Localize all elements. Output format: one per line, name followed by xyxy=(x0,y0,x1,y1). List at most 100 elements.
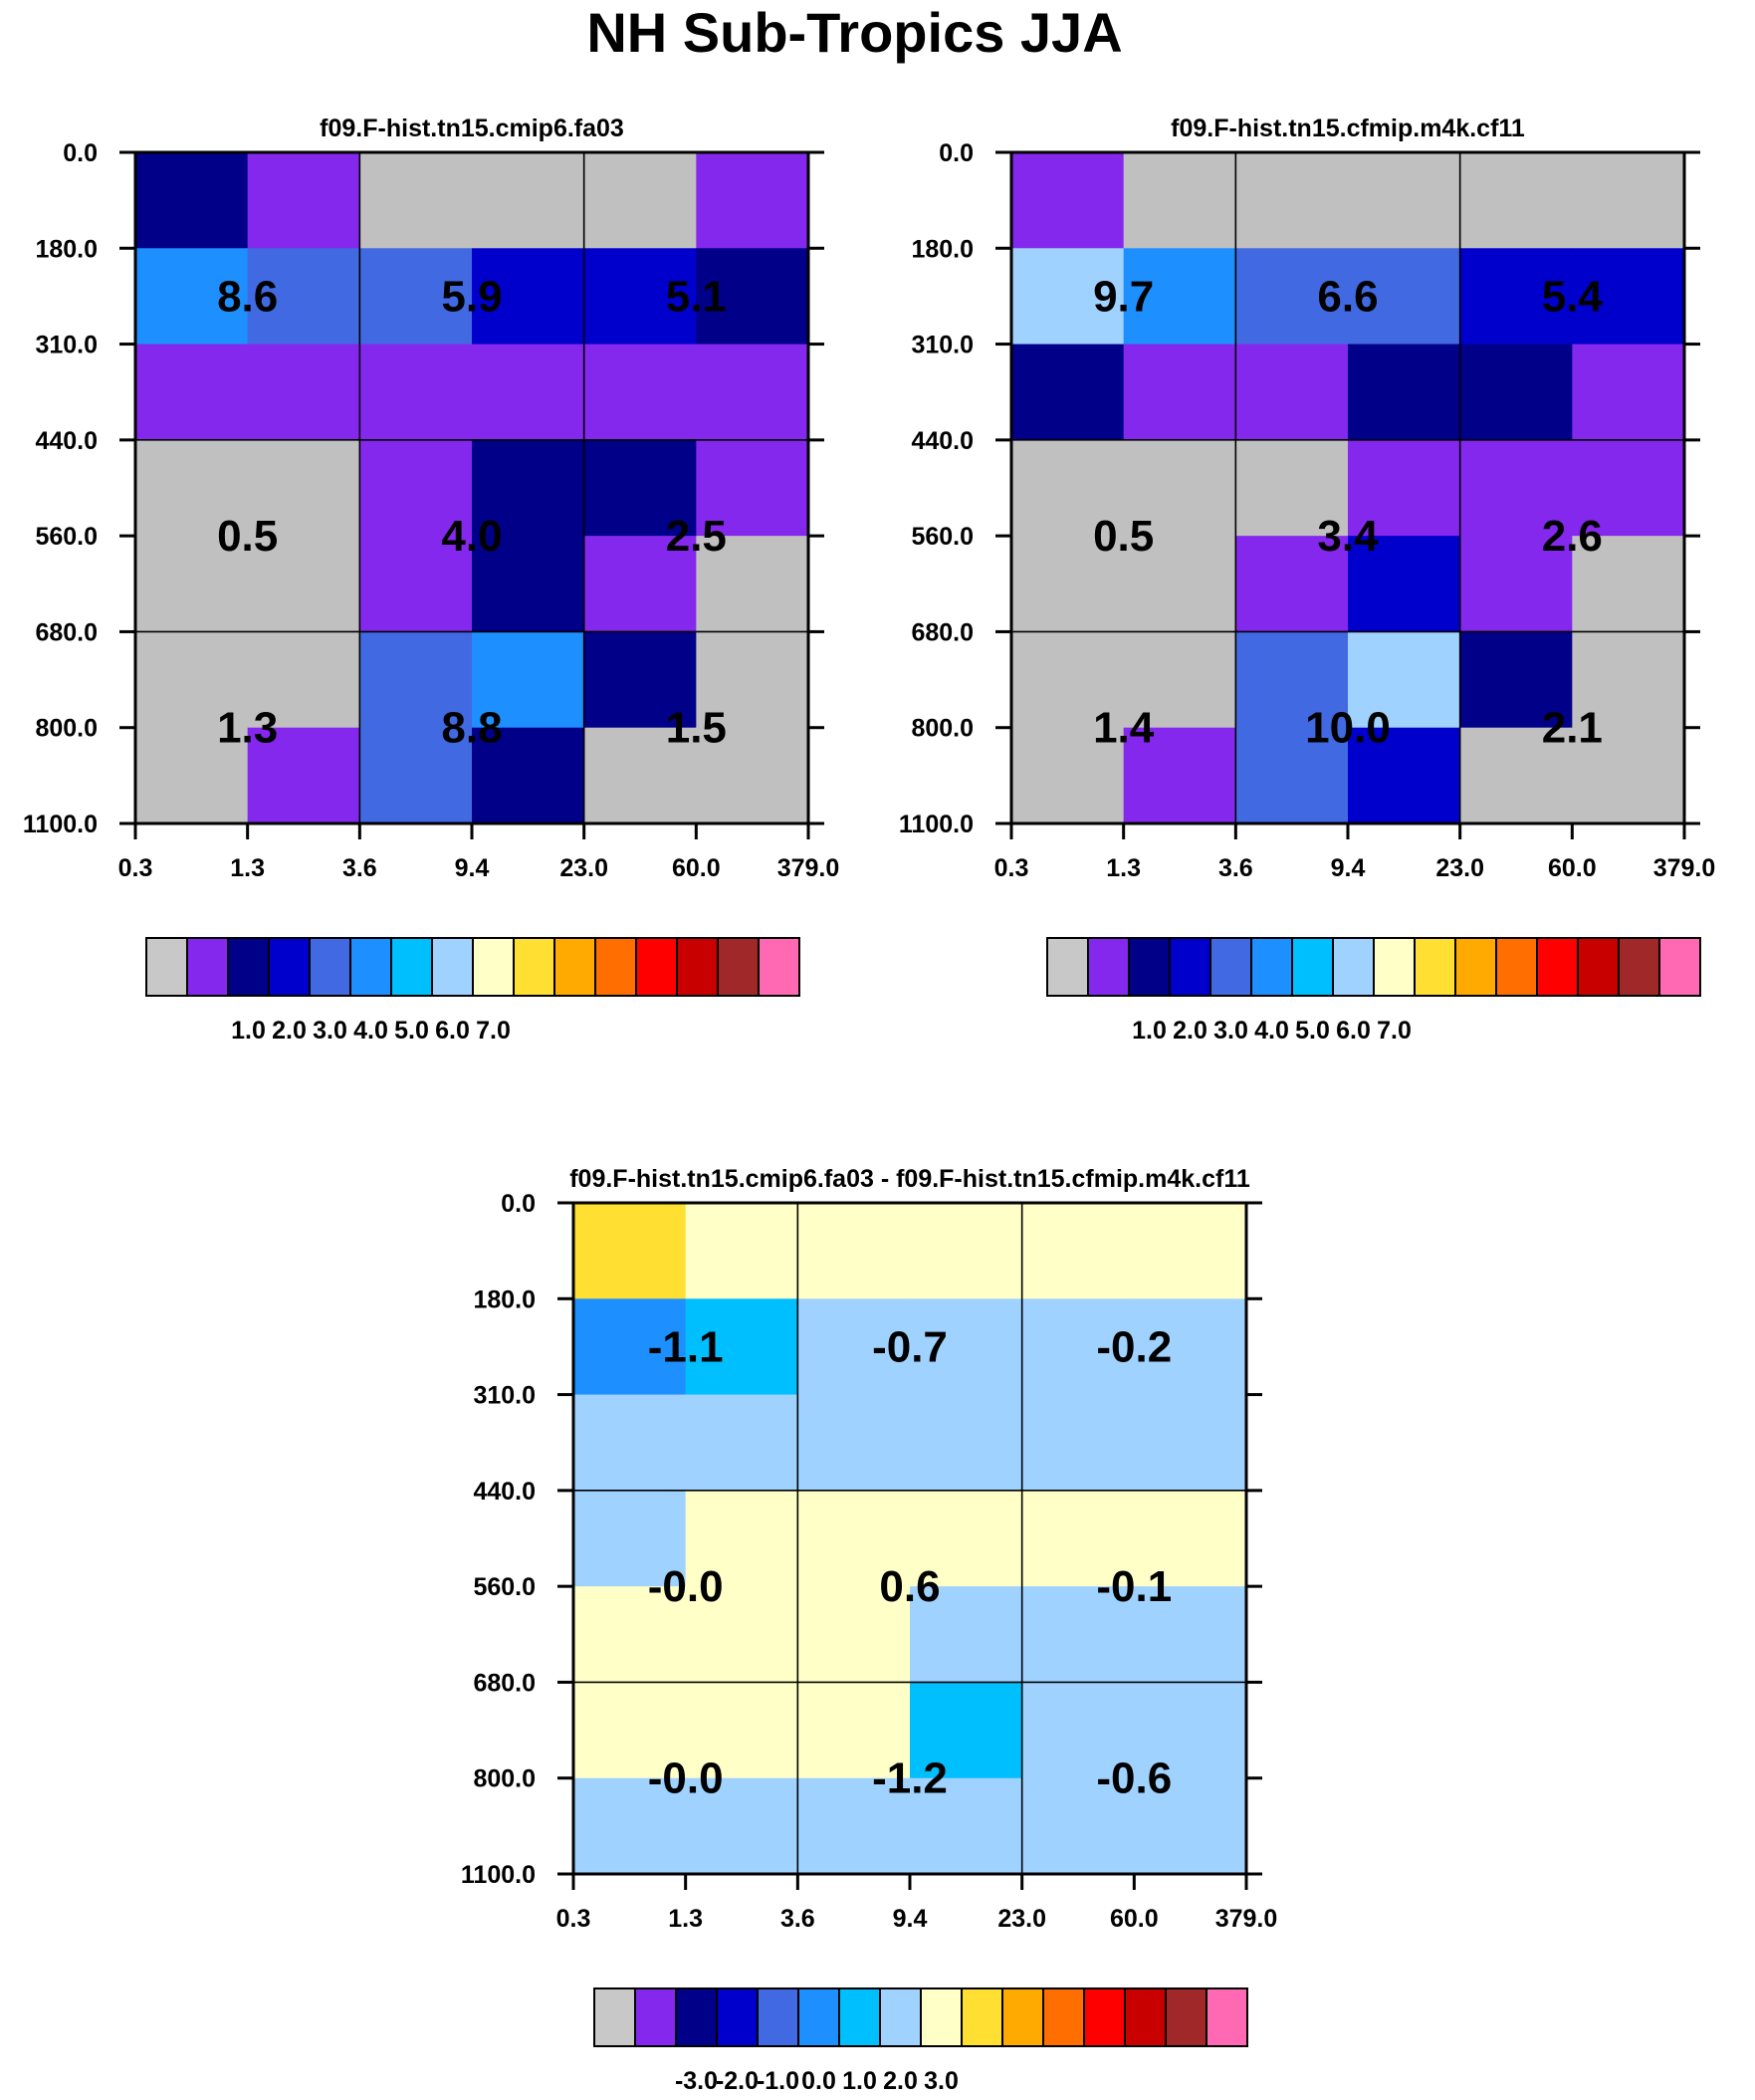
colorbar-swatch xyxy=(634,1987,677,2047)
heatmap-cell xyxy=(472,631,585,729)
heatmap-cell xyxy=(1123,248,1236,346)
heatmap-cell xyxy=(1459,439,1573,537)
heatmap-cell xyxy=(472,439,585,537)
colorbar-swatch xyxy=(1001,1987,1044,2047)
heatmap-cell xyxy=(1348,536,1461,633)
colorbar-label: 2.0 xyxy=(883,2067,918,2095)
heatmap-cell xyxy=(135,631,249,729)
heatmap-cell xyxy=(1348,631,1461,729)
y-tick-label: 680.0 xyxy=(911,618,974,646)
colorbar-label: 3.0 xyxy=(1213,1017,1248,1045)
colorbar-label: 1.0 xyxy=(1132,1017,1167,1045)
panel-title: f09.F-hist.tn15.cmip6.fa03 - f09.F-hist.… xyxy=(569,1165,1250,1193)
heatmap-cell xyxy=(797,1394,911,1492)
heatmap-cell xyxy=(583,344,697,441)
heatmap-cell xyxy=(910,1298,1023,1396)
heatmap-cell xyxy=(472,536,585,633)
box-value-label: 8.6 xyxy=(217,272,278,321)
y-tick-label: 1100.0 xyxy=(23,811,98,838)
colorbar-label: 2.0 xyxy=(272,1017,307,1045)
colorbar-swatch xyxy=(1332,937,1375,997)
colorbar-swatch xyxy=(1128,937,1171,997)
heatmap-cell xyxy=(797,1203,911,1299)
heatmap-cell xyxy=(696,344,809,441)
panel-title: f09.F-hist.tn15.cmip6.fa03 xyxy=(320,115,624,142)
colorbar-swatch xyxy=(431,937,474,997)
heatmap-cell xyxy=(1459,536,1573,633)
heatmap-cell xyxy=(1021,1682,1135,1779)
heatmap-cell xyxy=(696,727,809,824)
heatmap-cell xyxy=(685,1586,798,1684)
colorbar-swatch xyxy=(513,937,555,997)
x-tick-label: 379.0 xyxy=(777,854,840,882)
heatmap-cell xyxy=(1123,727,1236,824)
heatmap-cell xyxy=(1011,344,1125,441)
colorbar-label: 2.0 xyxy=(1173,1017,1207,1045)
colorbar-swatch xyxy=(1165,1987,1207,2047)
x-tick-label: 23.0 xyxy=(997,1905,1046,1933)
colorbar-swatch xyxy=(268,937,311,997)
y-tick-label: 310.0 xyxy=(473,1382,536,1410)
box-value-label: -0.0 xyxy=(648,1754,724,1803)
colorbar-swatch xyxy=(1414,937,1456,997)
page-title: NH Sub-Tropics JJA xyxy=(586,1,1123,64)
heatmap-cell xyxy=(583,631,697,729)
colorbar-swatch xyxy=(717,937,760,997)
colorbar-label: 6.0 xyxy=(435,1017,470,1045)
heatmap-cell xyxy=(797,1682,911,1779)
y-tick-label: 0.0 xyxy=(501,1190,536,1218)
y-tick-label: 0.0 xyxy=(939,139,974,167)
box-value-label: 5.9 xyxy=(441,272,502,321)
y-tick-label: 560.0 xyxy=(911,523,974,551)
colorbar-swatch xyxy=(961,1987,1003,2047)
colorbar-label: 3.0 xyxy=(924,2067,959,2095)
x-tick-label: 379.0 xyxy=(1653,854,1716,882)
box-value-label: 9.7 xyxy=(1093,272,1154,321)
heatmap-cell xyxy=(472,727,585,824)
heatmap-cell xyxy=(247,439,360,537)
colorbar-label: 5.0 xyxy=(1295,1017,1330,1045)
heatmap-cell xyxy=(135,152,249,249)
box-value-label: 3.4 xyxy=(1317,512,1379,561)
heatmap-panel-cmip6: f09.F-hist.tn15.cmip6.fa03 0.3 1.3 3.6 9.4 23… xyxy=(23,115,840,882)
heatmap-cell xyxy=(1459,344,1573,441)
heatmap-cell xyxy=(1134,1298,1247,1396)
heatmap-cell xyxy=(135,439,249,537)
heatmap-cell xyxy=(359,631,473,729)
colorbar-label: 1.0 xyxy=(842,2067,877,2095)
box-value-label: -1.2 xyxy=(872,1754,948,1803)
heatmap-cell xyxy=(573,1682,687,1779)
heatmap-cell xyxy=(1348,152,1461,249)
heatmap-cell xyxy=(1572,536,1685,633)
box-value-label: 0.6 xyxy=(879,1562,940,1611)
heatmap-cell xyxy=(910,1203,1023,1299)
x-tick-label: 9.4 xyxy=(893,1905,928,1933)
y-tick-label: 680.0 xyxy=(473,1669,536,1697)
colorbar-swatch xyxy=(1083,1987,1126,2047)
heatmap-cell xyxy=(1134,1682,1247,1779)
heatmap-cell xyxy=(1572,152,1685,249)
heatmap-cell xyxy=(910,1682,1023,1779)
x-tick-label: 1.3 xyxy=(230,854,265,882)
heatmap-cell xyxy=(685,1394,798,1492)
heatmap-cell xyxy=(1235,439,1349,537)
x-tick-label: 60.0 xyxy=(1110,1905,1159,1933)
heatmap-cell xyxy=(1134,1394,1247,1492)
heatmap-cell xyxy=(685,1490,798,1587)
colorbar-label: 0.0 xyxy=(801,2067,836,2095)
y-tick-label: 180.0 xyxy=(473,1285,536,1313)
heatmap-cell xyxy=(1134,1203,1247,1299)
heatmap-cell xyxy=(910,1777,1023,1875)
x-tick-label: 3.6 xyxy=(1218,854,1253,882)
heatmap-cell xyxy=(1459,631,1573,729)
colorbar-swatch xyxy=(1206,1987,1248,2047)
heatmap-cell xyxy=(1021,1586,1135,1684)
box-value-label: 2.1 xyxy=(1542,704,1603,753)
x-tick-label: 9.4 xyxy=(1331,854,1366,882)
heatmap-cell xyxy=(1134,1777,1247,1875)
box-value-label: -0.6 xyxy=(1096,1754,1172,1803)
heatmap-cell xyxy=(1235,631,1349,729)
x-tick-label: 9.4 xyxy=(455,854,490,882)
heatmap-cell xyxy=(247,344,360,441)
y-tick-label: 800.0 xyxy=(35,715,98,743)
